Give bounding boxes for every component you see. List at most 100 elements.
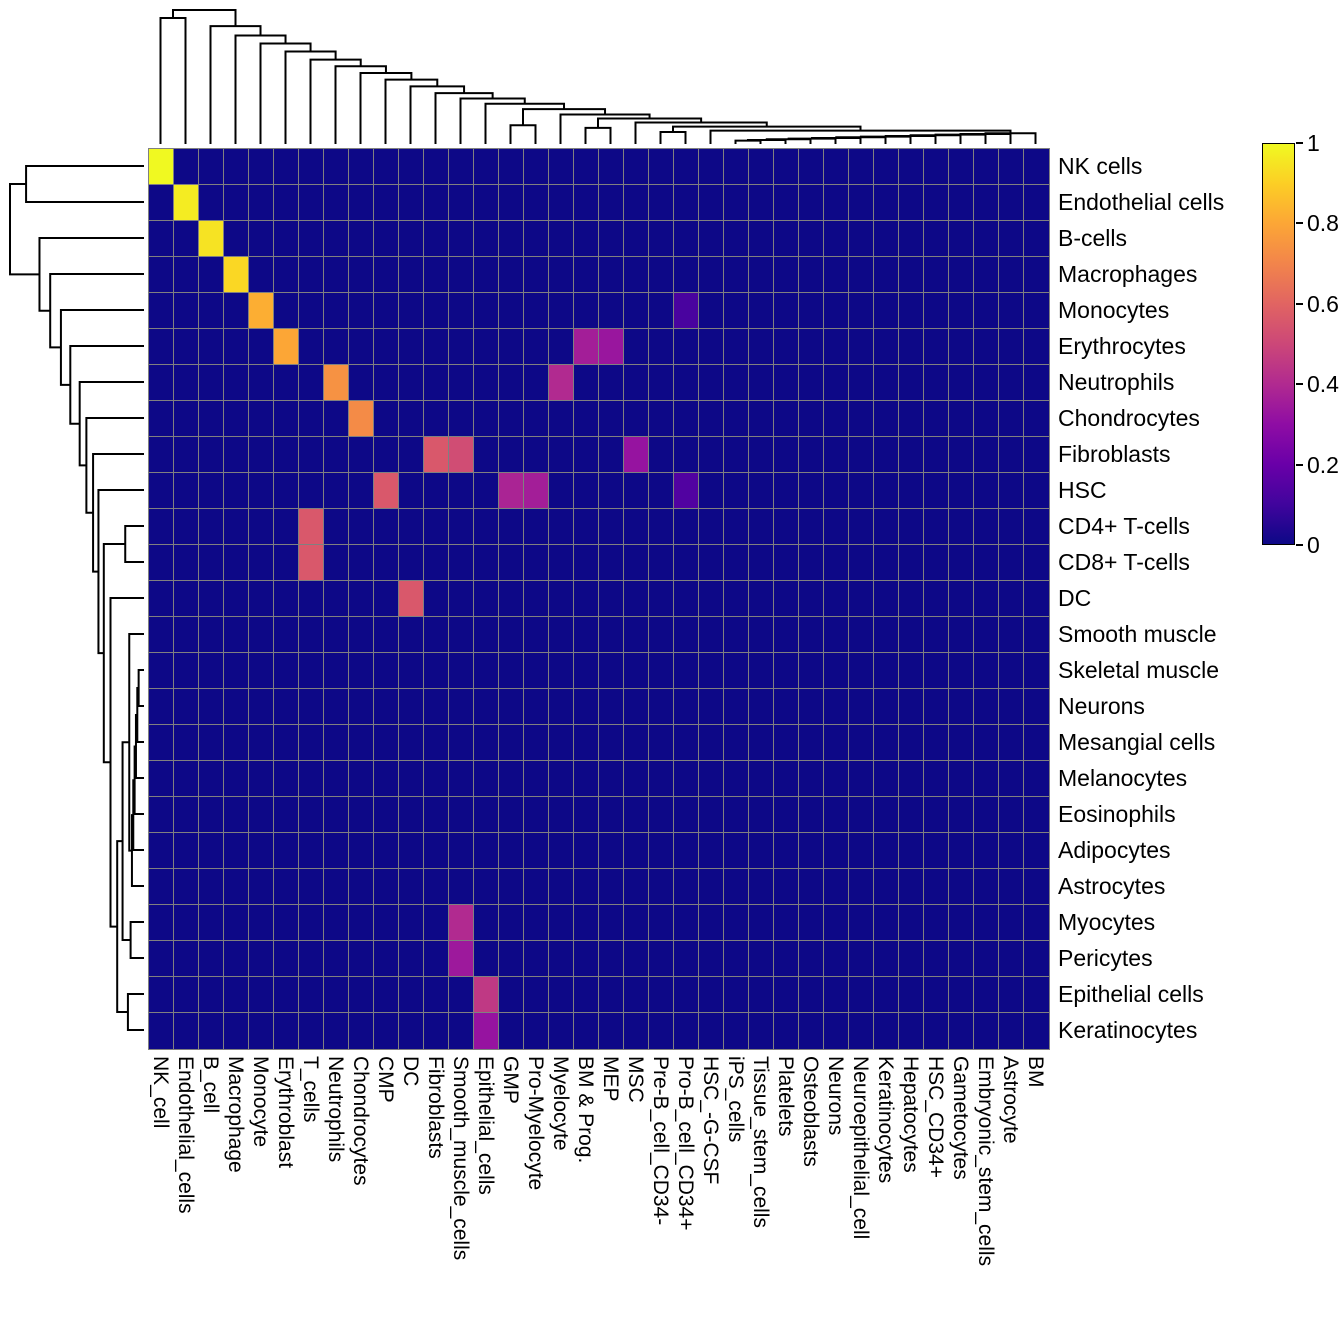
heatmap-cell	[299, 905, 324, 941]
heatmap-cell	[599, 905, 624, 941]
heatmap-cell	[874, 941, 899, 977]
heatmap-cell	[649, 905, 674, 941]
heatmap-cell	[299, 185, 324, 221]
heatmap-cell	[824, 617, 849, 653]
heatmap-cell	[399, 977, 424, 1013]
heatmap-cell	[549, 689, 574, 725]
heatmap-cell	[974, 509, 999, 545]
heatmap-cell	[224, 689, 249, 725]
heatmap-cell	[174, 401, 199, 437]
heatmap-cell	[774, 797, 799, 833]
heatmap-cell	[699, 365, 724, 401]
heatmap-cell	[249, 293, 274, 329]
heatmap-cell	[874, 293, 899, 329]
heatmap-cell	[199, 401, 224, 437]
heatmap-cell	[649, 545, 674, 581]
heatmap-cell	[1024, 509, 1049, 545]
heatmap-cell	[924, 977, 949, 1013]
heatmap-cell	[324, 329, 349, 365]
heatmap-cell	[549, 185, 574, 221]
heatmap-cell	[324, 437, 349, 473]
heatmap-cell	[549, 365, 574, 401]
column-labels: NK_cell Endothelial_cells B_cell Macrophage…	[148, 1056, 1048, 1344]
row-label: Eosinophils	[1058, 801, 1176, 827]
heatmap-cell	[199, 257, 224, 293]
heatmap-cell	[399, 761, 424, 797]
heatmap-cell	[324, 365, 349, 401]
heatmap-cell	[524, 941, 549, 977]
heatmap-cell	[924, 149, 949, 185]
heatmap-cell	[574, 725, 599, 761]
heatmap-cell	[374, 473, 399, 509]
heatmap-cell	[999, 293, 1024, 329]
heatmap-cell	[824, 977, 849, 1013]
column-label: Pro-B_cell_CD34+	[674, 1056, 697, 1231]
heatmap-cell	[474, 761, 499, 797]
heatmap-cell	[999, 365, 1024, 401]
heatmap-cell	[324, 761, 349, 797]
heatmap-cell	[674, 221, 699, 257]
heatmap-cell	[224, 257, 249, 293]
heatmap-cell	[749, 617, 774, 653]
heatmap-cell	[499, 257, 524, 293]
heatmap-cell	[874, 473, 899, 509]
heatmap-cell	[924, 653, 949, 689]
heatmap-cell	[449, 473, 474, 509]
heatmap-cell	[649, 689, 674, 725]
heatmap-cell	[149, 581, 174, 617]
heatmap-cell	[874, 221, 899, 257]
heatmap-cell	[199, 581, 224, 617]
column-label: Hepatocytes	[899, 1056, 922, 1173]
heatmap-cell	[549, 437, 574, 473]
row-label: CD4+ T-cells	[1058, 513, 1190, 539]
heatmap-cell	[974, 1013, 999, 1049]
heatmap-cell	[449, 761, 474, 797]
heatmap-cell	[199, 149, 224, 185]
heatmap-cell	[774, 617, 799, 653]
heatmap-cell	[424, 365, 449, 401]
heatmap-cell	[474, 401, 499, 437]
heatmap-cell	[399, 545, 424, 581]
heatmap-cell	[474, 581, 499, 617]
heatmap-cell	[174, 869, 199, 905]
heatmap-cell	[549, 617, 574, 653]
heatmap-cell	[449, 185, 474, 221]
heatmap-cell	[424, 149, 449, 185]
column-label: Keratinocytes	[874, 1056, 897, 1184]
heatmap-cell	[599, 149, 624, 185]
heatmap-cell	[874, 329, 899, 365]
heatmap-cell	[199, 329, 224, 365]
heatmap-cell	[949, 761, 974, 797]
heatmap-cell	[1024, 941, 1049, 977]
heatmap-cell	[949, 401, 974, 437]
colorbar-tick-mark	[1296, 142, 1303, 144]
heatmap-cell	[1024, 797, 1049, 833]
heatmap-cell	[674, 149, 699, 185]
heatmap-cell	[949, 833, 974, 869]
heatmap-cell	[424, 185, 449, 221]
heatmap-cell	[374, 257, 399, 293]
heatmap-cell	[1024, 257, 1049, 293]
heatmap-cell	[749, 365, 774, 401]
heatmap-cell	[799, 509, 824, 545]
heatmap-cell	[749, 581, 774, 617]
heatmap-cell	[624, 653, 649, 689]
heatmap-cell	[524, 401, 549, 437]
heatmap-cell	[899, 833, 924, 869]
heatmap-cell	[624, 509, 649, 545]
heatmap-cell	[849, 977, 874, 1013]
heatmap-cell	[874, 149, 899, 185]
heatmap-cell	[674, 365, 699, 401]
heatmap-cell	[574, 185, 599, 221]
heatmap-cell	[574, 329, 599, 365]
heatmap-cell	[699, 257, 724, 293]
heatmap-cell	[999, 221, 1024, 257]
heatmap-cell	[599, 869, 624, 905]
heatmap-cell	[774, 221, 799, 257]
heatmap-cell	[374, 833, 399, 869]
heatmap-cell	[299, 401, 324, 437]
heatmap-cell	[199, 905, 224, 941]
left-dendro-lines	[9, 165, 144, 1031]
heatmap-cell	[574, 401, 599, 437]
heatmap-cell	[924, 185, 949, 221]
